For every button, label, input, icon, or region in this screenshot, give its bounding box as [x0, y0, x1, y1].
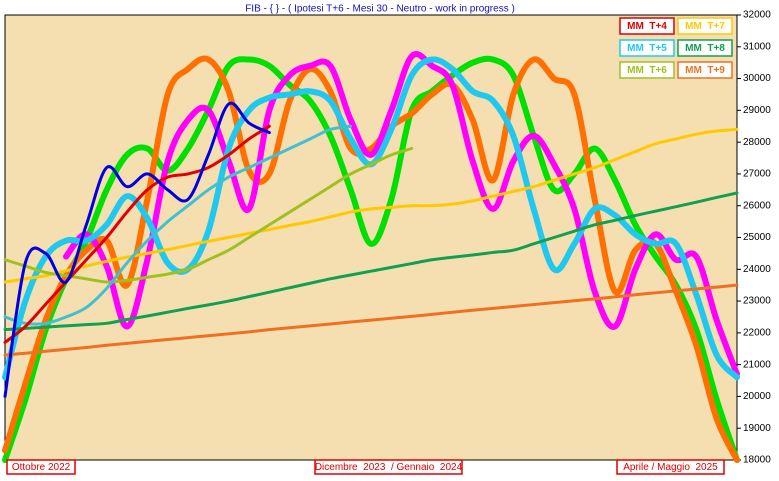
series-line — [3, 191, 739, 332]
y-tick-label: 19000 — [743, 423, 771, 434]
y-tick-label: 21000 — [743, 359, 771, 370]
y-tick-label: 18000 — [743, 455, 771, 466]
legend-label: MM T+7 — [685, 21, 725, 32]
y-tick-label: 31000 — [743, 41, 771, 52]
y-tick-label: 25000 — [743, 232, 771, 243]
legend-label: MM T+4 — [627, 21, 667, 32]
y-tick-label: 26000 — [743, 200, 771, 211]
y-tick-label: 22000 — [743, 327, 771, 338]
series-line — [2, 55, 740, 463]
legend-label: MM T+6 — [627, 65, 667, 76]
x-label: Aprile / Maggio 2025 — [623, 462, 718, 473]
legend-label: MM T+9 — [685, 65, 725, 76]
legend-label: MM T+8 — [685, 43, 725, 54]
y-tick-label: 23000 — [743, 296, 771, 307]
x-label: Dicembre 2023 / Gennaio 2024 — [315, 462, 463, 473]
legend-label: MM T+5 — [627, 43, 667, 54]
x-label-box — [616, 459, 725, 475]
y-tick-label: 24000 — [743, 264, 771, 275]
x-label: Ottobre 2022 — [12, 462, 71, 473]
series-line — [3, 124, 353, 326]
series-line — [3, 124, 271, 344]
series-line — [63, 51, 740, 378]
plot-area — [4, 14, 738, 461]
y-tick-label: 27000 — [743, 169, 771, 180]
y-tick-label: 28000 — [743, 137, 771, 148]
series-line — [2, 55, 740, 463]
chart-title: FIB - { } - ( Ipotesi T+6 - Mesi 30 - Ne… — [245, 4, 515, 15]
y-tick-label: 32000 — [743, 10, 771, 21]
legend-box — [677, 17, 733, 35]
y-tick-label: 20000 — [743, 391, 771, 402]
legend-box — [677, 39, 733, 57]
series-line — [3, 283, 739, 357]
legend-box — [619, 39, 675, 57]
x-label-box — [6, 459, 76, 475]
series-line — [3, 127, 739, 284]
x-label-box — [314, 459, 463, 475]
series-line — [3, 101, 271, 398]
y-tick-label: 29000 — [743, 105, 771, 116]
legend-box — [619, 17, 675, 35]
legend-box — [677, 61, 733, 79]
legend-box — [619, 61, 675, 79]
y-tick-label: 30000 — [743, 73, 771, 84]
